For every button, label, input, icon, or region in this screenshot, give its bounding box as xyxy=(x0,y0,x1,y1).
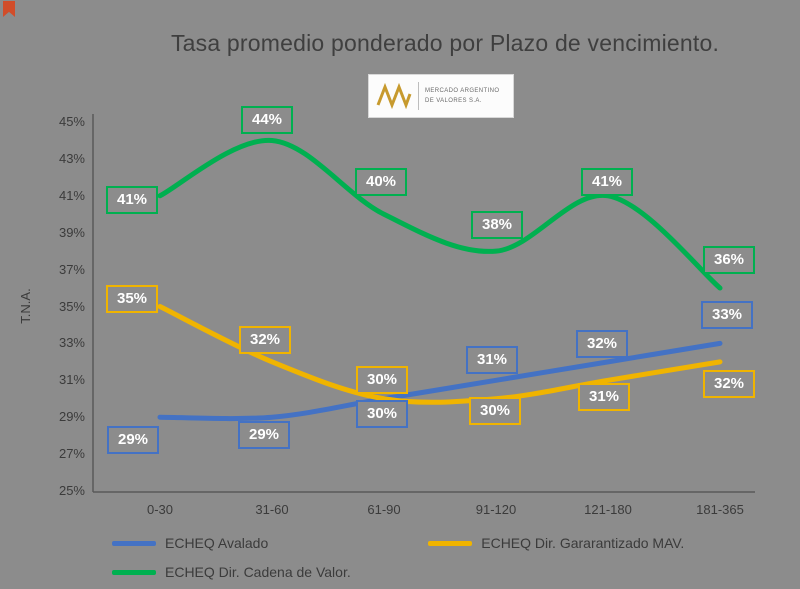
legend-swatch-yellow xyxy=(428,540,473,546)
series-line-2 xyxy=(157,137,723,291)
legend-swatch-blue xyxy=(112,540,156,546)
legend-swatch-green xyxy=(112,569,156,575)
legend-label-echeq-cadena: ECHEQ Dir. Cadena de Valor. xyxy=(165,564,351,580)
logo-divider xyxy=(418,82,419,110)
legend-row-2: ECHEQ Dir. Cadena de Valor. xyxy=(112,560,684,584)
legend-item-echeq-avalado: ECHEQ Avalado xyxy=(112,535,268,551)
legend-row-1: ECHEQ Avalado ECHEQ Dir. Gararantizado M… xyxy=(112,531,684,555)
mav-logo: MERCADO ARGENTINO DE VALORES S.A. xyxy=(368,74,514,118)
logo-line1: MERCADO ARGENTINO xyxy=(425,87,500,94)
legend-label-echeq-garantizado: ECHEQ Dir. Gararantizado MAV. xyxy=(481,535,685,551)
corner-mark xyxy=(3,1,15,17)
logo-text: MERCADO ARGENTINO DE VALORES S.A. xyxy=(425,86,499,106)
legend-item-echeq-garantizado: ECHEQ Dir. Gararantizado MAV. xyxy=(428,535,684,551)
legend: ECHEQ Avalado ECHEQ Dir. Gararantizado M… xyxy=(112,531,684,589)
chart-title: Tasa promedio ponderado por Plazo de ven… xyxy=(170,30,720,56)
legend-item-echeq-cadena: ECHEQ Dir. Cadena de Valor. xyxy=(112,564,351,580)
legend-label-echeq-avalado: ECHEQ Avalado xyxy=(165,535,269,551)
logo-line2: DE VALORES S.A. xyxy=(425,98,482,104)
mav-logo-icon xyxy=(376,83,412,109)
series-line-0 xyxy=(157,340,723,422)
